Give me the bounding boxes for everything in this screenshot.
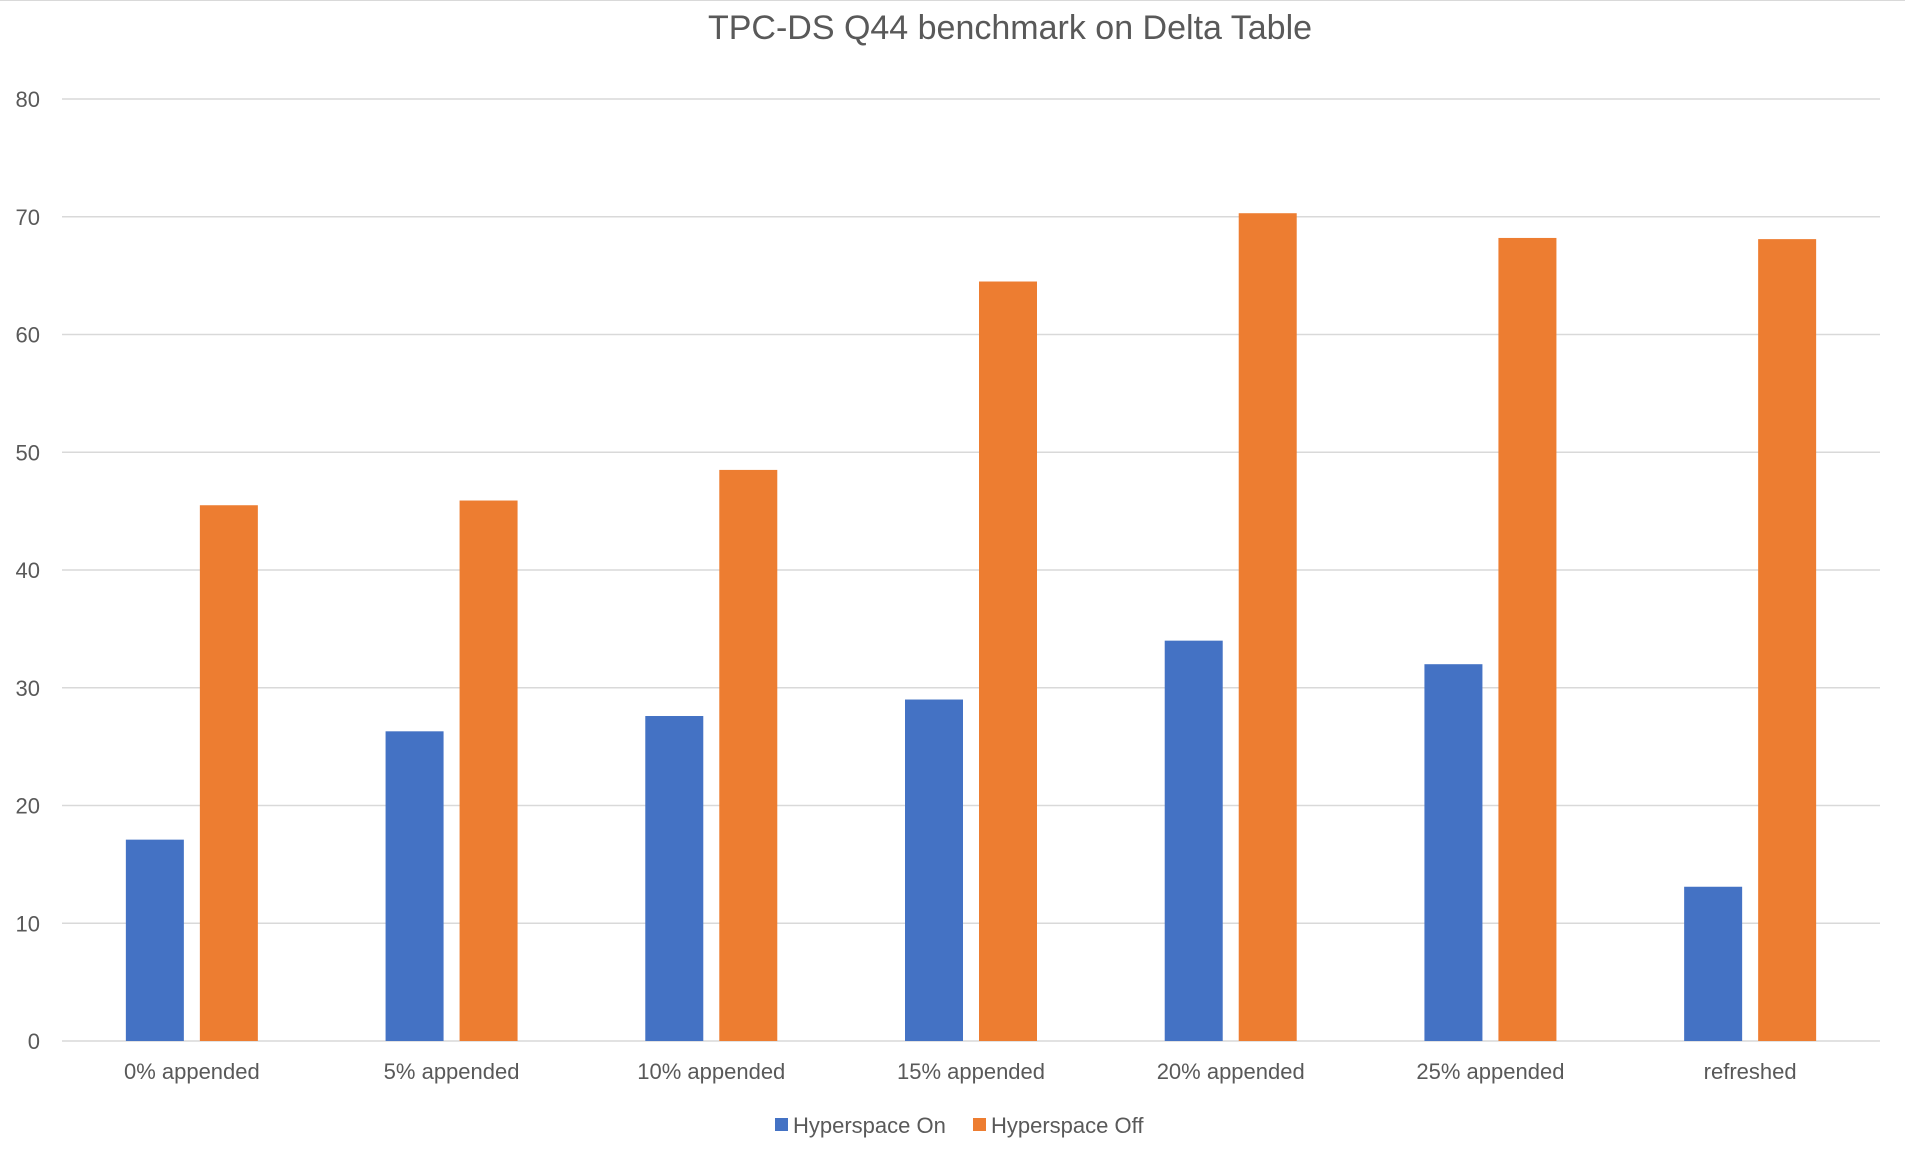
x-tick-label: 0% appended <box>124 1059 260 1084</box>
bar-hyperspace-off <box>1238 213 1297 1041</box>
bar-hyperspace-off <box>719 469 778 1042</box>
x-tick-label: 5% appended <box>384 1059 520 1084</box>
x-tick-label: 20% appended <box>1157 1059 1305 1084</box>
legend-swatch <box>973 1118 986 1131</box>
y-tick-label: 40 <box>16 558 40 583</box>
bar-hyperspace-on <box>1684 886 1743 1041</box>
x-tick-label: 15% appended <box>897 1059 1045 1084</box>
x-tick-label: 10% appended <box>637 1059 785 1084</box>
y-tick-label: 50 <box>16 440 40 465</box>
y-tick-label: 20 <box>16 794 40 819</box>
bars <box>125 213 1817 1042</box>
y-tick-label: 30 <box>16 676 40 701</box>
bar-hyperspace-off <box>1758 239 1817 1041</box>
bar-hyperspace-off <box>1498 237 1557 1041</box>
y-tick-label: 70 <box>16 205 40 230</box>
y-axis-ticks: 0 10 20 30 40 50 60 70 80 <box>16 87 40 1054</box>
bar-hyperspace-on <box>385 731 444 1041</box>
legend: Hyperspace On Hyperspace Off <box>775 1113 1144 1138</box>
legend-label: Hyperspace On <box>793 1113 946 1138</box>
gridlines <box>62 98 1880 1042</box>
legend-label: Hyperspace Off <box>991 1113 1144 1138</box>
x-tick-label: refreshed <box>1704 1059 1797 1084</box>
bar-hyperspace-on <box>1164 640 1223 1041</box>
y-tick-label: 10 <box>16 911 40 936</box>
x-axis-ticks: 0% appended 5% appended 10% appended 15% ap… <box>124 1059 1797 1084</box>
bar-hyperspace-off <box>199 505 258 1041</box>
bar-hyperspace-on <box>1424 664 1483 1041</box>
y-tick-label: 0 <box>28 1029 40 1054</box>
bar-hyperspace-on <box>905 699 963 1041</box>
x-tick-label: 25% appended <box>1416 1059 1564 1084</box>
chart-title: TPC-DS Q44 benchmark on Delta Table <box>708 9 1312 47</box>
bar-hyperspace-on <box>125 839 184 1041</box>
bar-hyperspace-off <box>459 500 518 1042</box>
legend-swatch <box>775 1118 788 1131</box>
y-tick-label: 60 <box>16 323 40 348</box>
bar-hyperspace-on <box>645 716 704 1041</box>
y-tick-label: 80 <box>16 87 40 112</box>
bar-hyperspace-off <box>979 281 1037 1041</box>
